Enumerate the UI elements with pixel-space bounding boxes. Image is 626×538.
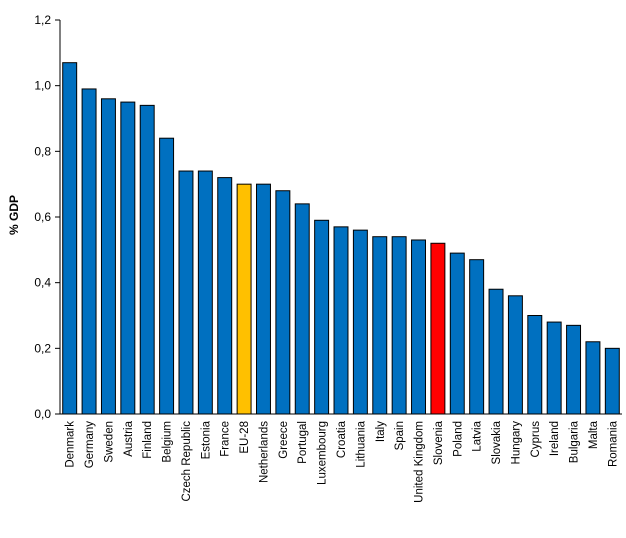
x-tick-label: Luxembourg <box>317 421 329 485</box>
x-tick-label: Czech Republic <box>181 421 193 502</box>
x-tick-label: Cyprus <box>530 421 542 458</box>
x-tick-label: Netherlands <box>258 421 270 483</box>
bar-belgium <box>159 137 175 415</box>
bar-germany <box>81 88 97 415</box>
y-tick-label: 0,0 <box>34 407 51 421</box>
bar-estonia <box>197 170 213 415</box>
x-tick-label: Lithuania <box>355 420 367 467</box>
x-tick-label: Austria <box>123 420 135 456</box>
bar-czech-republic <box>178 170 194 415</box>
x-tick-label: Greece <box>278 421 290 459</box>
x-tick-label: Slovenia <box>433 420 445 465</box>
bar-finland <box>139 104 155 415</box>
bar-greece <box>275 190 291 415</box>
x-tick-label: Romania <box>607 420 619 467</box>
x-tick-label: Hungary <box>510 421 522 465</box>
x-tick-label: EU-28 <box>239 421 251 454</box>
x-tick-label: United Kingdom <box>414 421 426 503</box>
bar-united-kingdom <box>411 239 426 415</box>
bars <box>62 62 620 415</box>
bar-portugal <box>294 203 310 415</box>
y-tick-label: 0,8 <box>34 144 51 158</box>
y-axis-title: % GDP <box>7 195 21 235</box>
axes <box>59 20 622 415</box>
bar-ireland <box>546 321 562 415</box>
x-axis-labels: Denmark Germany Sweden Austria Finland Belgiu… <box>65 420 620 502</box>
bar-denmark <box>62 62 78 415</box>
bar-france <box>217 177 233 415</box>
bar-hungary <box>507 295 523 415</box>
bar-cyprus <box>527 315 543 415</box>
x-tick-label: Latvia <box>472 420 484 451</box>
x-tick-label: Ireland <box>549 421 561 456</box>
x-tick-label: Belgium <box>162 421 174 463</box>
x-tick-label: Bulgaria <box>569 420 581 463</box>
bar-eu-28 <box>236 183 252 415</box>
bar-luxembourg <box>314 219 330 415</box>
x-tick-label: Croatia <box>336 420 348 458</box>
y-axis-ticks: 0,0 0,2 0,4 0,6 0,8 1,0 1,2 <box>34 13 60 421</box>
bar-croatia <box>333 226 349 415</box>
x-tick-label: Finland <box>142 421 154 459</box>
x-tick-label: Spain <box>394 421 406 450</box>
x-tick-label: Denmark <box>65 421 77 468</box>
bar-bulgaria <box>566 324 582 415</box>
bar-slovenia <box>430 242 446 415</box>
x-tick-label: Estonia <box>200 420 212 459</box>
bar-netherlands <box>256 183 271 415</box>
y-tick-label: 0,6 <box>34 210 51 224</box>
y-tick-label: 1,0 <box>34 79 51 93</box>
x-tick-label: Germany <box>84 421 96 469</box>
bar-romania <box>604 347 620 415</box>
y-tick-label: 0,4 <box>34 276 51 290</box>
x-tick-label: Portugal <box>297 421 309 464</box>
x-tick-label: Sweden <box>103 421 115 463</box>
x-tick-label: Italy <box>375 421 387 442</box>
bar-malta <box>585 341 601 415</box>
x-tick-label: Malta <box>588 420 600 449</box>
bar-sweden <box>100 98 116 415</box>
x-tick-label: Slovakia <box>491 420 503 464</box>
y-tick-label: 1,2 <box>34 13 51 27</box>
bar-austria <box>120 101 136 415</box>
bar-latvia <box>469 259 485 415</box>
bar-slovakia <box>488 288 504 415</box>
bar-spain <box>391 236 407 415</box>
y-tick-label: 0,2 <box>34 341 51 355</box>
bar-poland <box>449 252 465 415</box>
bar-lithuania <box>352 229 368 415</box>
x-tick-label: France <box>220 421 232 457</box>
x-tick-label: Poland <box>452 421 464 457</box>
bar-italy <box>372 236 388 415</box>
